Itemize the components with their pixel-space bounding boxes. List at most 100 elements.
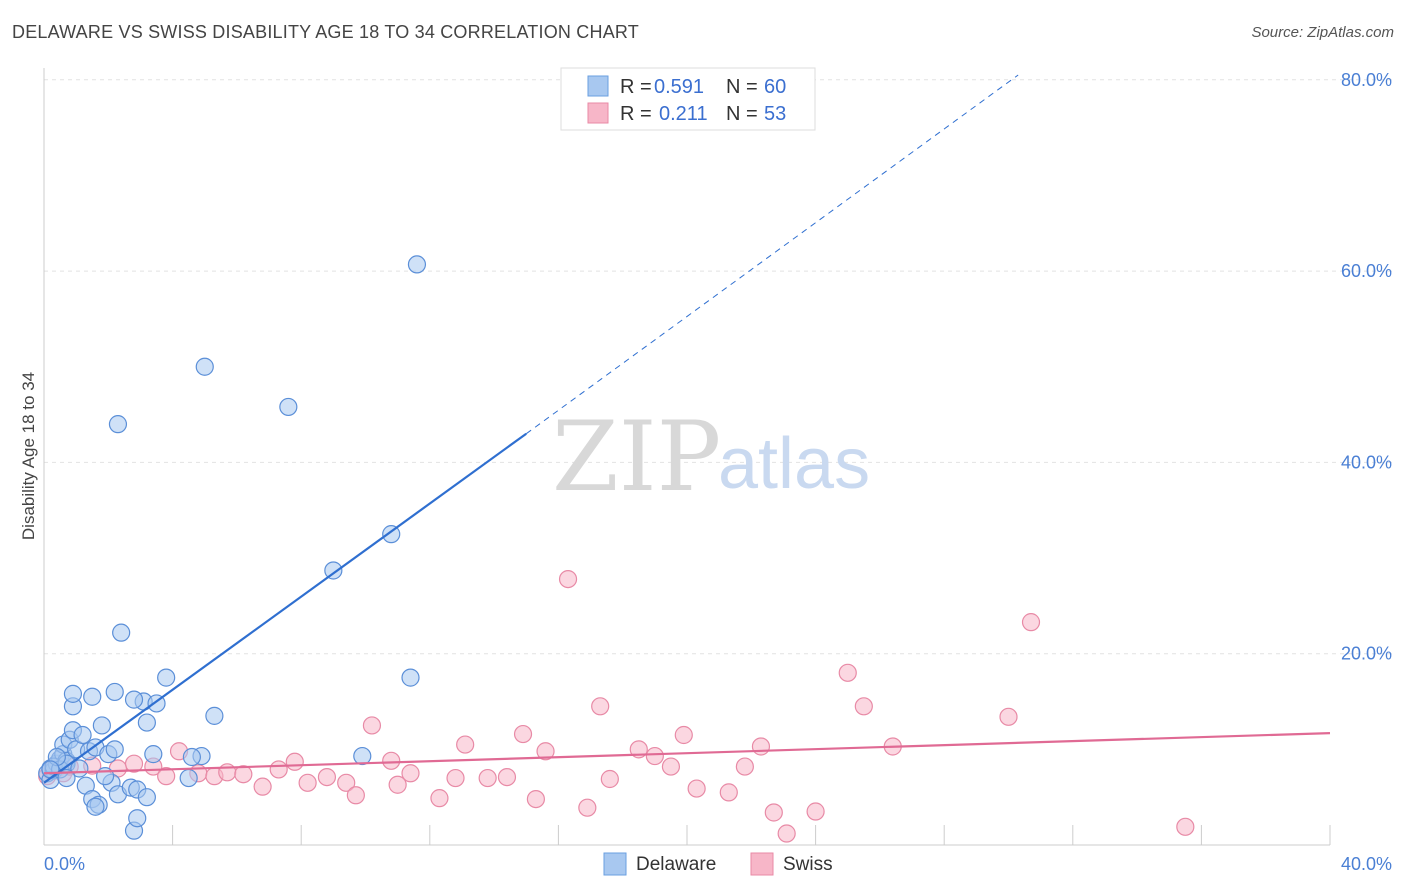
axes	[43, 68, 1331, 846]
watermark-atlas: atlas	[718, 424, 870, 504]
point-delaware	[108, 415, 128, 434]
point-swiss	[234, 765, 253, 784]
point-delaware	[157, 668, 176, 687]
point-delaware	[144, 745, 163, 764]
legend-swatch-swiss	[587, 102, 609, 124]
point-swiss	[999, 707, 1018, 726]
point-swiss	[401, 764, 420, 783]
point-swiss	[388, 775, 407, 794]
point-swiss	[687, 779, 706, 798]
point-delaware	[182, 747, 201, 767]
point-swiss	[591, 697, 610, 716]
point-swiss	[285, 752, 304, 771]
point-delaware	[86, 797, 105, 816]
point-swiss	[751, 737, 771, 756]
y-tick-label: 60.0%	[1341, 261, 1392, 281]
chart-title: DELAWARE VS SWISS DISABILITY AGE 18 TO 3…	[12, 22, 639, 42]
point-swiss	[806, 802, 825, 821]
trend-line-delaware-extension	[525, 74, 1019, 435]
point-swiss	[269, 760, 288, 779]
bottom-legend-swatch-swiss	[750, 852, 774, 876]
point-swiss	[1176, 817, 1195, 836]
chart-source: Source: ZipAtlas.com	[1251, 24, 1394, 41]
point-delaware	[382, 525, 401, 544]
trend-lines	[43, 74, 1331, 784]
point-delaware	[179, 768, 198, 788]
y-axis-label: Disability Age 18 to 34	[19, 372, 38, 540]
point-delaware	[83, 687, 102, 706]
point-delaware	[137, 788, 156, 807]
tick-labels: 20.0% 40.0% 60.0% 80.0% 0.0% 40.0%	[44, 70, 1392, 874]
point-swiss	[253, 777, 272, 796]
point-swiss	[578, 798, 597, 817]
point-swiss	[764, 803, 783, 822]
legend-n-value-delaware: 60	[764, 76, 786, 98]
point-swiss	[536, 742, 555, 761]
point-swiss	[478, 768, 497, 788]
legend: R = 0.591 N = 60 R = 0.211 N = 53	[560, 67, 816, 131]
point-delaware	[105, 682, 124, 702]
point-swiss	[838, 663, 857, 682]
point-swiss	[346, 786, 365, 805]
point-swiss	[1021, 613, 1041, 632]
point-swiss	[558, 569, 578, 589]
point-swiss	[298, 773, 317, 792]
point-delaware	[279, 397, 298, 417]
watermark: ZIP atlas	[552, 401, 870, 513]
legend-n-label-swiss: N =	[726, 103, 758, 125]
point-swiss	[645, 746, 664, 766]
point-delaware	[63, 684, 83, 703]
point-swiss	[777, 824, 796, 843]
data-points	[38, 255, 1195, 843]
point-swiss	[513, 724, 533, 744]
point-delaware	[205, 706, 224, 725]
point-swiss	[382, 751, 401, 770]
point-swiss	[362, 716, 382, 735]
legend-n-value-swiss: 53	[764, 103, 786, 125]
x-tick-label-max: 40.0%	[1341, 854, 1392, 874]
point-delaware	[128, 809, 147, 828]
point-swiss	[317, 767, 337, 787]
point-swiss	[735, 757, 754, 776]
watermark-zip: ZIP	[552, 401, 721, 513]
point-delaware	[401, 668, 420, 687]
point-swiss	[719, 783, 738, 802]
trend-line-swiss	[43, 731, 1331, 775]
point-swiss	[526, 789, 545, 809]
point-delaware	[92, 716, 111, 735]
trend-line-delaware	[43, 432, 527, 784]
point-swiss	[337, 773, 356, 792]
point-swiss	[854, 697, 873, 716]
legend-r-value-swiss: 0.211	[659, 103, 708, 125]
point-delaware	[353, 746, 372, 766]
grid-lines	[44, 79, 1392, 655]
point-swiss	[446, 768, 465, 788]
bottom-legend: Delaware Swiss	[603, 852, 833, 876]
y-tick-label: 20.0%	[1341, 644, 1392, 664]
point-delaware	[137, 713, 156, 732]
bottom-legend-label-swiss: Swiss	[783, 854, 833, 875]
point-delaware	[324, 561, 343, 580]
point-swiss	[124, 754, 144, 773]
legend-r-label-swiss: R =	[620, 103, 652, 125]
point-delaware	[407, 255, 427, 274]
legend-r-label-delaware: R =	[620, 76, 652, 98]
point-swiss	[674, 725, 693, 745]
legend-swatch-delaware	[587, 75, 609, 97]
x-tick-label-min: 0.0%	[44, 854, 85, 874]
point-swiss	[430, 789, 449, 808]
bottom-legend-swatch-delaware	[603, 852, 627, 876]
point-delaware	[195, 357, 214, 376]
point-swiss	[456, 735, 475, 754]
point-swiss	[157, 767, 176, 786]
legend-r-value-delaware: 0.591	[654, 76, 704, 98]
point-delaware	[41, 760, 60, 779]
point-delaware	[105, 740, 124, 759]
point-swiss	[661, 757, 681, 776]
point-delaware	[124, 690, 144, 709]
point-swiss	[600, 769, 619, 789]
y-tick-label: 40.0%	[1341, 452, 1392, 472]
point-swiss	[497, 767, 517, 787]
legend-n-label-delaware: N =	[726, 76, 758, 98]
